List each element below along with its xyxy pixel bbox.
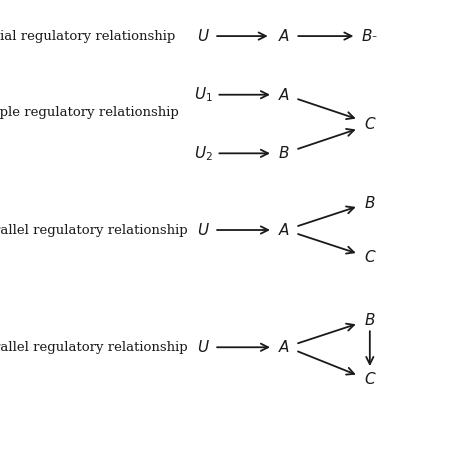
Text: $U$: $U$	[197, 28, 209, 44]
Text: $U_2$: $U_2$	[193, 144, 212, 163]
Text: $A$: $A$	[278, 87, 290, 103]
Text: $C$: $C$	[364, 116, 376, 132]
Text: $A$: $A$	[278, 28, 290, 44]
Text: arallel regulatory relationship: arallel regulatory relationship	[0, 224, 188, 236]
Text: $A$: $A$	[278, 222, 290, 238]
Text: $U$: $U$	[197, 222, 209, 238]
Text: $B$-: $B$-	[361, 28, 378, 44]
Text: ltiple regulatory relationship: ltiple regulatory relationship	[0, 106, 179, 119]
Text: $B$: $B$	[278, 145, 290, 161]
Text: $B$: $B$	[364, 195, 376, 211]
Text: $U$: $U$	[197, 339, 209, 355]
Text: arallel regulatory relationship: arallel regulatory relationship	[0, 341, 188, 354]
Text: erial regulatory relationship: erial regulatory relationship	[0, 30, 176, 42]
Text: $B$: $B$	[364, 312, 376, 328]
Text: $C$: $C$	[364, 371, 376, 387]
Text: $A$: $A$	[278, 339, 290, 355]
Text: $C$: $C$	[364, 249, 376, 265]
Text: $U_1$: $U_1$	[193, 85, 212, 104]
